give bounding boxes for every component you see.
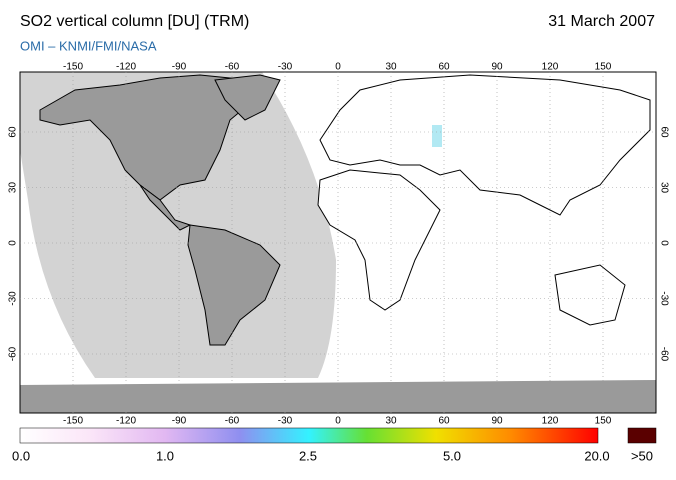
colorbar-label: 5.0 — [443, 448, 461, 463]
lon-label-bottom: -90 — [172, 416, 187, 427]
south-america — [187, 224, 281, 346]
central-america — [139, 184, 192, 231]
africa — [317, 169, 441, 311]
so2-spot — [432, 125, 442, 147]
lat-label-right: 30 — [658, 182, 669, 194]
lon-label-top: -90 — [172, 62, 187, 73]
lon-label-bottom: 30 — [385, 416, 397, 427]
colorbar — [19, 427, 599, 444]
lon-label-bottom: -150 — [63, 416, 83, 427]
lat-label-left: 0 — [8, 240, 19, 246]
lat-label-left: 60 — [8, 126, 19, 138]
australia — [554, 264, 626, 326]
colorbar-overflow — [627, 427, 657, 444]
lat-label-left: -30 — [8, 291, 19, 306]
lon-label-top: -120 — [116, 62, 136, 73]
colorbar-label: 20.0 — [584, 448, 609, 463]
date: 31 March 2007 — [548, 13, 655, 30]
lon-label-bottom: -30 — [278, 416, 293, 427]
lon-label-bottom: 90 — [491, 416, 503, 427]
lat-label-right: -60 — [658, 347, 669, 362]
lon-label-bottom: -60 — [225, 416, 240, 427]
lon-label-top: 60 — [438, 62, 450, 73]
lat-label-left: 30 — [8, 182, 19, 194]
title: SO2 vertical column [DU] (TRM) — [20, 13, 249, 30]
lon-label-bottom: 120 — [542, 416, 559, 427]
lon-label-top: 120 — [542, 62, 559, 73]
lon-label-bottom: -120 — [116, 416, 136, 427]
lon-label-bottom: 150 — [595, 416, 612, 427]
lon-label-top: 30 — [385, 62, 397, 73]
lon-label-bottom: 60 — [438, 416, 450, 427]
colorbar-label: >50 — [631, 448, 653, 463]
eurasia — [319, 74, 651, 216]
lon-label-top: -60 — [225, 62, 240, 73]
lat-label-left: -60 — [8, 346, 19, 361]
colorbar-label: 0.0 — [12, 448, 30, 463]
north-america — [39, 74, 261, 201]
lat-label-right: 60 — [658, 126, 669, 138]
greenland — [214, 74, 281, 121]
lat-label-right: 0 — [658, 240, 669, 246]
lon-label-top: -30 — [278, 62, 293, 73]
lon-label-top: 150 — [595, 62, 612, 73]
lon-label-bottom: 0 — [335, 416, 341, 427]
lat-label-right: -30 — [658, 291, 669, 306]
lon-label-top: 90 — [491, 62, 503, 73]
lon-label-top: 0 — [335, 62, 341, 73]
map — [20, 72, 656, 413]
colorbar-label: 2.5 — [299, 448, 317, 463]
subtitle: OMI – KNMI/FMI/NASA — [20, 38, 157, 53]
colorbar-label: 1.0 — [156, 448, 174, 463]
lon-label-top: -150 — [63, 62, 83, 73]
